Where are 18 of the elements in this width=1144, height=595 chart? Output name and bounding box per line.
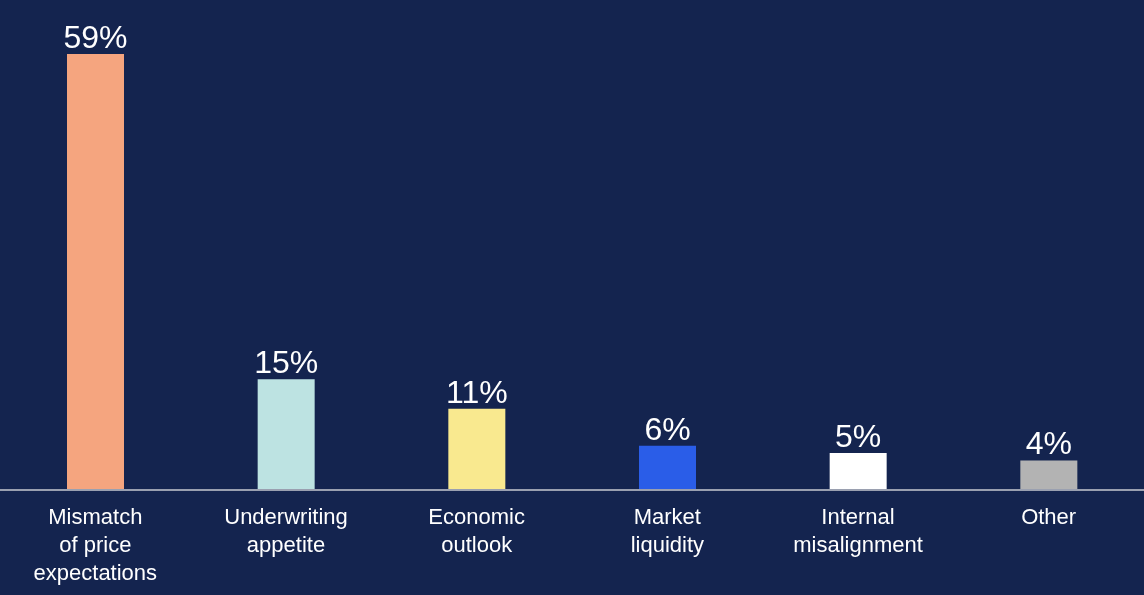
bar [257, 379, 315, 490]
bar [829, 453, 887, 490]
x-tick-label: Mismatch of price expectations [33, 504, 158, 585]
x-tick-label: Market liquidity [630, 504, 705, 557]
x-tick-label: Other [1021, 504, 1077, 529]
data-label: 4% [1025, 425, 1072, 462]
data-label: 59% [63, 18, 128, 55]
bar [1020, 460, 1078, 490]
bar [67, 53, 124, 490]
bar [448, 408, 506, 490]
data-label: 15% [254, 344, 319, 381]
x-tick-label: Underwriting appetite [224, 504, 348, 557]
data-label: 11% [446, 373, 508, 410]
bar [639, 445, 696, 490]
x-tick-label: Economic outlook [428, 504, 525, 557]
data-label: 6% [644, 410, 691, 447]
data-label: 5% [835, 418, 882, 455]
x-tick-label: Internal misalignment [793, 504, 923, 557]
